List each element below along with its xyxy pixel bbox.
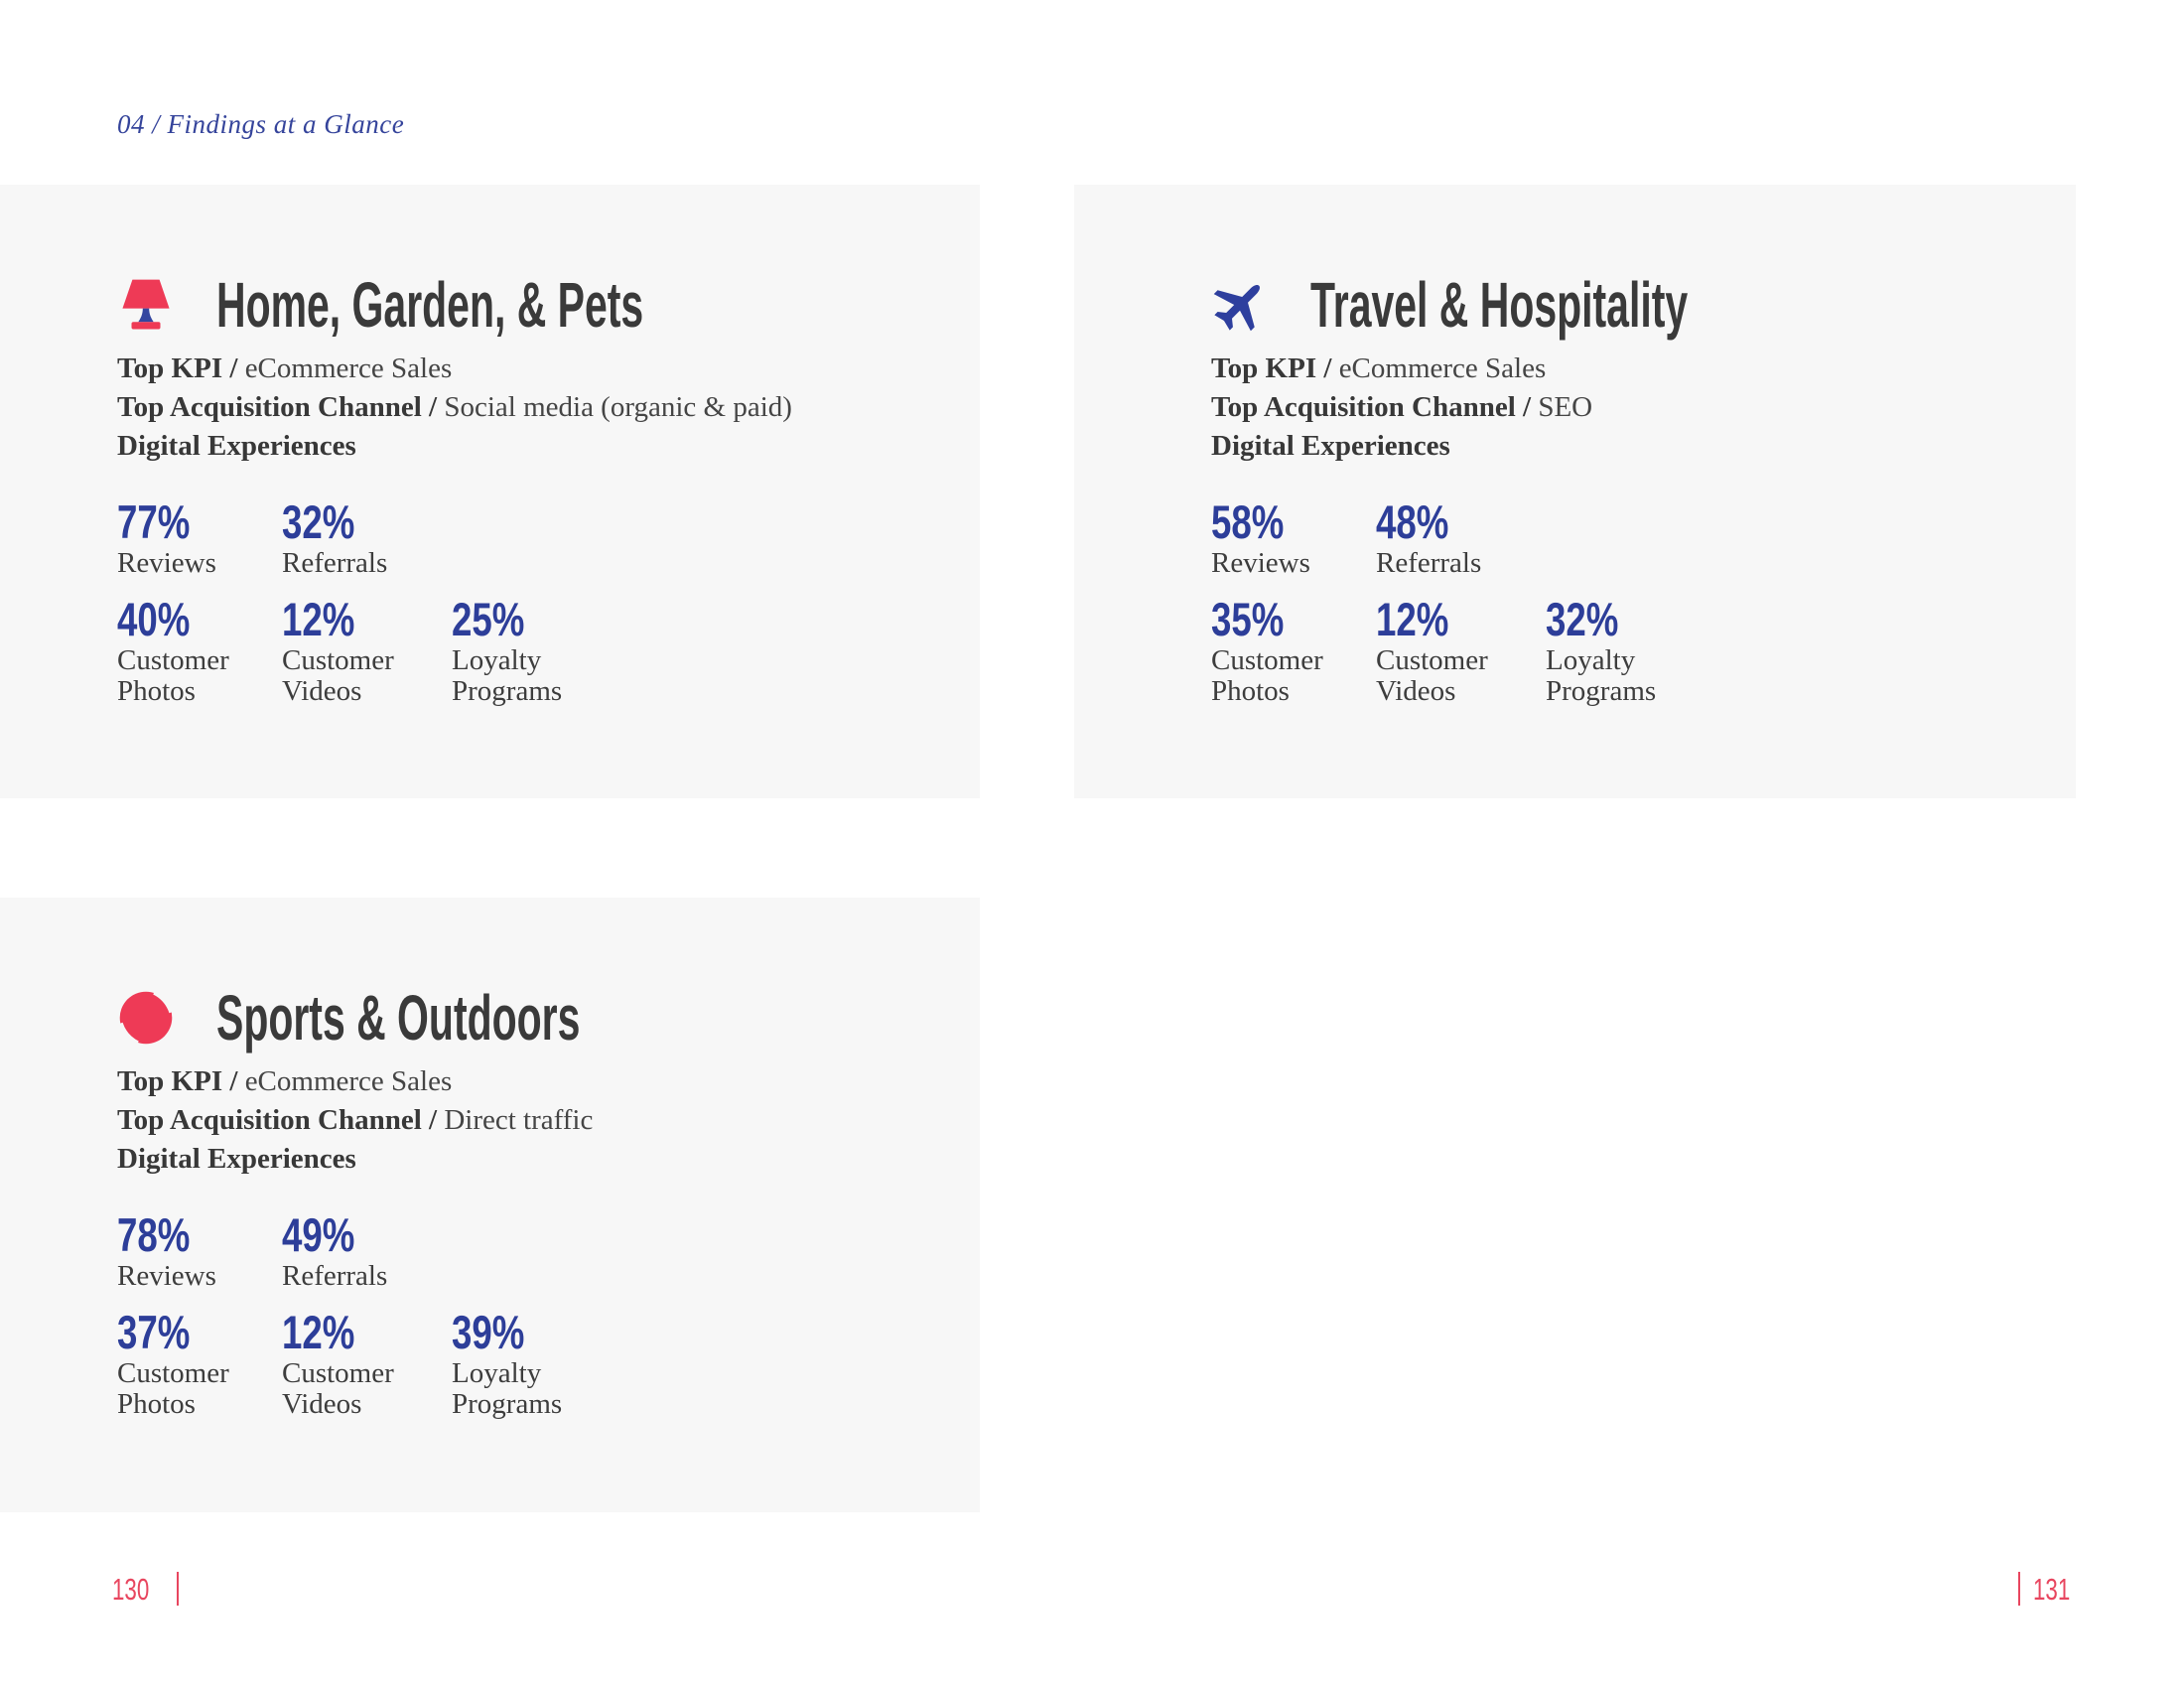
top-kpi-label: Top KPI / bbox=[117, 1065, 238, 1097]
category-card-sports-outdoors: Sports & Outdoors Top KPI / eCommerce Sa… bbox=[0, 898, 980, 1512]
top-kpi-line: Top KPI / eCommerce Sales bbox=[117, 1062, 593, 1101]
section-eyebrow: 04 / Findings at a Glance bbox=[117, 109, 405, 139]
stat-loyalty-programs: 25% Loyalty Programs bbox=[452, 596, 591, 707]
stat-label: Loyalty Programs bbox=[1546, 644, 1657, 707]
stat-reviews: 78% Reviews bbox=[117, 1211, 282, 1292]
stat-reviews: 58% Reviews bbox=[1211, 498, 1376, 579]
stats-row-2: 37% Customer Photos 12% Customer Videos … bbox=[117, 1309, 591, 1420]
stat-value: 37% bbox=[117, 1306, 191, 1358]
stat-referrals: 32% Referrals bbox=[282, 498, 452, 579]
stat-customer-photos: 37% Customer Photos bbox=[117, 1309, 282, 1420]
stat-value: 35% bbox=[1211, 593, 1285, 645]
lamp-icon bbox=[117, 276, 175, 334]
stats-row-1: 78% Reviews 49% Referrals bbox=[117, 1211, 452, 1292]
stat-value: 49% bbox=[282, 1208, 355, 1261]
top-kpi-line: Top KPI / eCommerce Sales bbox=[1211, 350, 1592, 388]
experiences-heading: Digital Experiences bbox=[1211, 430, 1450, 462]
acquisition-value: SEO bbox=[1538, 391, 1593, 423]
stat-label: Customer Photos bbox=[1211, 644, 1323, 707]
experiences-heading: Digital Experiences bbox=[117, 430, 356, 462]
stat-label: Referrals bbox=[282, 547, 388, 579]
stats-row-1: 58% Reviews 48% Referrals bbox=[1211, 498, 1546, 579]
card-title: Home, Garden, & Pets bbox=[216, 269, 644, 341]
stat-customer-photos: 40% Customer Photos bbox=[117, 596, 282, 707]
acquisition-value: Direct traffic bbox=[444, 1104, 594, 1136]
acquisition-line: Top Acquisition Channel / Social media (… bbox=[117, 388, 792, 427]
top-kpi-value: eCommerce Sales bbox=[244, 1065, 453, 1097]
acquisition-value: Social media (organic & paid) bbox=[444, 391, 792, 423]
stat-value: 40% bbox=[117, 593, 191, 645]
page-number-right-value: 131 bbox=[2033, 1571, 2071, 1607]
stat-referrals: 48% Referrals bbox=[1376, 498, 1546, 579]
experiences-heading: Digital Experiences bbox=[117, 1143, 356, 1175]
acquisition-label: Top Acquisition Channel / bbox=[117, 391, 438, 423]
stat-customer-videos: 12% Customer Videos bbox=[282, 596, 452, 707]
tennis-ball-icon bbox=[117, 989, 175, 1047]
card-header: Travel & Hospitality bbox=[1211, 268, 1900, 342]
stat-label: Reviews bbox=[1211, 547, 1310, 579]
page-number-divider bbox=[2018, 1572, 2020, 1606]
stat-loyalty-programs: 32% Loyalty Programs bbox=[1546, 596, 1685, 707]
page-number-right: 131 bbox=[2018, 1572, 2085, 1606]
stat-value: 25% bbox=[452, 593, 525, 645]
stat-label: Reviews bbox=[117, 1260, 216, 1292]
acquisition-label: Top Acquisition Channel / bbox=[1211, 391, 1532, 423]
kpi-block: Top KPI / eCommerce Sales Top Acquisitio… bbox=[1211, 350, 1592, 466]
stat-label: Loyalty Programs bbox=[452, 644, 563, 707]
stat-label: Customer Photos bbox=[117, 1357, 229, 1420]
card-title: Sports & Outdoors bbox=[216, 982, 581, 1054]
stat-label: Referrals bbox=[282, 1260, 388, 1292]
airplane-icon bbox=[1211, 276, 1269, 334]
stat-value: 32% bbox=[282, 495, 355, 548]
stat-reviews: 77% Reviews bbox=[117, 498, 282, 579]
stat-value: 39% bbox=[452, 1306, 525, 1358]
top-kpi-line: Top KPI / eCommerce Sales bbox=[117, 350, 792, 388]
stat-label: Reviews bbox=[117, 547, 216, 579]
stat-label: Customer Photos bbox=[117, 644, 229, 707]
stat-customer-photos: 35% Customer Photos bbox=[1211, 596, 1376, 707]
stat-label: Customer Videos bbox=[282, 644, 394, 707]
acquisition-line: Top Acquisition Channel / SEO bbox=[1211, 388, 1592, 427]
acquisition-label: Top Acquisition Channel / bbox=[117, 1104, 438, 1136]
stat-label: Referrals bbox=[1376, 547, 1482, 579]
category-card-home-garden-pets: Home, Garden, & Pets Top KPI / eCommerce… bbox=[0, 185, 980, 798]
stat-value: 48% bbox=[1376, 495, 1449, 548]
stats-row-2: 35% Customer Photos 12% Customer Videos … bbox=[1211, 596, 1685, 707]
stat-value: 12% bbox=[282, 593, 355, 645]
top-kpi-label: Top KPI / bbox=[117, 352, 238, 384]
category-card-travel-hospitality: Travel & Hospitality Top KPI / eCommerce… bbox=[1074, 185, 2076, 798]
stat-label: Customer Videos bbox=[1376, 644, 1488, 707]
stat-value: 77% bbox=[117, 495, 191, 548]
stat-value: 12% bbox=[1376, 593, 1449, 645]
stat-loyalty-programs: 39% Loyalty Programs bbox=[452, 1309, 591, 1420]
stat-value: 58% bbox=[1211, 495, 1285, 548]
card-header: Home, Garden, & Pets bbox=[117, 268, 884, 342]
kpi-block: Top KPI / eCommerce Sales Top Acquisitio… bbox=[117, 1062, 593, 1179]
stat-customer-videos: 12% Customer Videos bbox=[1376, 596, 1546, 707]
acquisition-line: Top Acquisition Channel / Direct traffic bbox=[117, 1101, 593, 1140]
stats-row-1: 77% Reviews 32% Referrals bbox=[117, 498, 452, 579]
stat-value: 78% bbox=[117, 1208, 191, 1261]
top-kpi-label: Top KPI / bbox=[1211, 352, 1332, 384]
kpi-block: Top KPI / eCommerce Sales Top Acquisitio… bbox=[117, 350, 792, 466]
stats-row-2: 40% Customer Photos 12% Customer Videos … bbox=[117, 596, 591, 707]
stat-referrals: 49% Referrals bbox=[282, 1211, 452, 1292]
page-number-left: 130 bbox=[112, 1572, 179, 1606]
stat-label: Loyalty Programs bbox=[452, 1357, 563, 1420]
stat-value: 12% bbox=[282, 1306, 355, 1358]
page-number-divider bbox=[176, 1572, 179, 1606]
top-kpi-value: eCommerce Sales bbox=[244, 352, 453, 384]
card-header: Sports & Outdoors bbox=[117, 981, 784, 1055]
page-number-left-value: 130 bbox=[112, 1571, 150, 1607]
stat-label: Customer Videos bbox=[282, 1357, 394, 1420]
card-title: Travel & Hospitality bbox=[1310, 269, 1689, 341]
stat-value: 32% bbox=[1546, 593, 1619, 645]
stat-customer-videos: 12% Customer Videos bbox=[282, 1309, 452, 1420]
top-kpi-value: eCommerce Sales bbox=[1338, 352, 1547, 384]
